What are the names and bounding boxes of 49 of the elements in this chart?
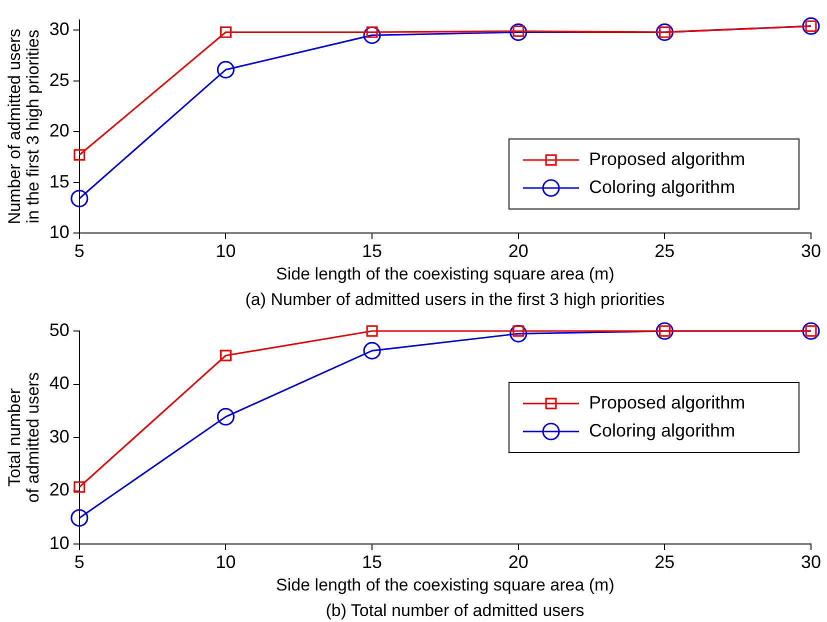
point [366, 325, 378, 337]
point [216, 60, 235, 78]
x-tick-label: 10 [216, 240, 236, 261]
text: (b) Total number of admitted users [326, 601, 584, 620]
point [802, 322, 820, 340]
legend-label: Proposed algorithm [589, 148, 746, 169]
y-axis-title: Number of admitted users in the first 3 high priorities [5, 28, 43, 224]
point [656, 23, 674, 41]
y-tick-label: 30 [49, 426, 70, 446]
y-tick-label: 10 [49, 222, 70, 242]
x-axis-title: Side length of the coexisting square area (m) [276, 575, 614, 594]
y-tick-label: 25 [49, 70, 70, 90]
y-tick-label: 10 [49, 532, 70, 553]
y-tick-label: 40 [49, 373, 70, 394]
x-tick-label: 10 [216, 552, 236, 572]
x-tick-label: 25 [654, 240, 675, 261]
y-tick-label: 20 [49, 120, 70, 141]
x-axis-title: Side length of the coexisting square area (m) [276, 264, 614, 284]
y-tick-label: 30 [49, 19, 70, 40]
x-tick-label: 30 [800, 552, 822, 572]
point [363, 26, 381, 44]
point [70, 190, 88, 208]
point [220, 26, 232, 38]
x-tick-label: 30 [800, 240, 822, 261]
x-tick-label: 25 [654, 552, 675, 572]
y-tick-label: 20 [49, 480, 70, 500]
x-tick-label: 15 [362, 552, 382, 572]
point [74, 481, 86, 493]
text: (a) Number of admitted users in the first 3 high priorities [245, 290, 665, 309]
point [510, 324, 528, 342]
legend-label: Coloring algorithm [589, 176, 736, 197]
x-tick-label: 20 [508, 240, 528, 261]
point [510, 23, 528, 41]
point [220, 350, 232, 362]
legend-label: Proposed algorithm [589, 392, 746, 412]
x-tick-label: 20 [508, 552, 528, 572]
point [656, 322, 674, 340]
point [216, 408, 235, 426]
point [363, 342, 381, 360]
y-axis-title: Total number of admitted users [5, 372, 43, 503]
point [74, 149, 86, 161]
point [70, 509, 88, 527]
x-tick-label: 15 [362, 240, 382, 261]
legend-label: Coloring algorithm [589, 420, 736, 440]
x-tick-label: 5 [74, 240, 84, 261]
y-tick-label: 50 [49, 320, 70, 340]
x-tick-label: 5 [74, 552, 84, 572]
point [802, 17, 820, 35]
y-tick-label: 15 [49, 171, 70, 192]
